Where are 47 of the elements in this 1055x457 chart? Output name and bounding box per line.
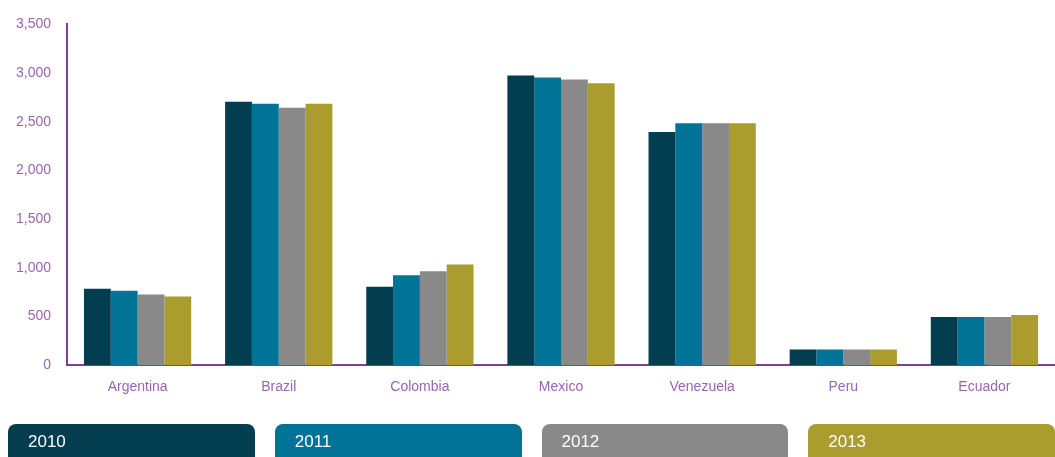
y-tick-label: 1,500 [15, 210, 52, 226]
bar [419, 271, 447, 366]
text: 2010 [28, 432, 66, 451]
bar [83, 288, 111, 366]
bar [702, 123, 729, 366]
y-tick-label: 3,000 [15, 63, 52, 80]
x-tick-label: Ecuador [958, 378, 1011, 395]
bar [984, 317, 1012, 366]
bar [137, 294, 165, 366]
x-tick-label: Brazil [261, 378, 297, 395]
y-tick-label: 0 [43, 356, 52, 373]
y-tick-label: 1,000 [15, 258, 52, 275]
bar [164, 296, 192, 366]
bar [870, 349, 897, 366]
y-tick-label: 2,000 [15, 161, 52, 178]
y-tick-label: 500 [27, 307, 52, 324]
bar [305, 103, 333, 366]
bar [278, 107, 306, 366]
bar [728, 123, 756, 366]
bar [225, 101, 252, 366]
x-tick-label: Mexico [538, 378, 584, 395]
bar [251, 103, 279, 366]
bar [843, 349, 871, 366]
bar [816, 349, 844, 366]
bar [393, 275, 420, 366]
bar [789, 349, 817, 366]
x-tick-label: Peru [828, 378, 859, 395]
bar [366, 286, 394, 366]
bar [446, 264, 474, 366]
bar [930, 317, 958, 366]
bar [957, 317, 985, 366]
bar [648, 132, 676, 366]
bar [675, 123, 703, 366]
x-tick-label: Venezuela [669, 378, 736, 395]
y-tick-label: 3,500 [15, 15, 52, 32]
bar [587, 83, 615, 366]
bar [110, 290, 138, 366]
text: 2012 [561, 432, 600, 451]
x-tick-label: Argentina [107, 378, 168, 395]
bar [1011, 315, 1039, 366]
text: 2011 [294, 432, 332, 451]
x-tick-label: Colombia [390, 378, 450, 395]
bar [534, 77, 562, 366]
bar [561, 79, 588, 366]
text: 2013 [828, 432, 867, 451]
y-tick-label: 2,500 [15, 112, 52, 129]
bar [507, 75, 535, 366]
